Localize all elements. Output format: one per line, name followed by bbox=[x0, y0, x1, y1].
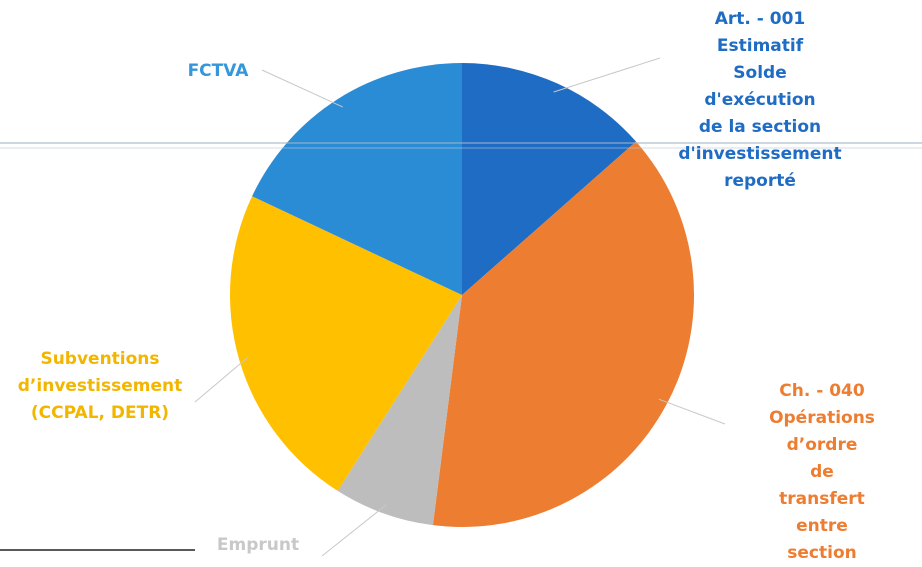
slice-label: Ch. - 040 Opérations d’ordre de transfer… bbox=[769, 381, 875, 563]
pie-slice bbox=[462, 63, 637, 295]
leader-line bbox=[553, 57, 661, 93]
slice-label: Art. - 001 Estimatif Solde d'exécution d… bbox=[678, 9, 842, 191]
slice-label: Emprunt bbox=[216, 535, 300, 555]
leader-line bbox=[321, 504, 387, 557]
pie-slice bbox=[337, 295, 462, 526]
pie-slice bbox=[252, 63, 462, 295]
pie-slice bbox=[230, 196, 462, 491]
leader-line bbox=[658, 398, 726, 425]
slice-label: Subventions d’investissement (CCPAL, DET… bbox=[17, 349, 183, 423]
leader-line bbox=[261, 69, 343, 108]
leader-line bbox=[194, 356, 249, 403]
slice-label: FCTVA bbox=[187, 61, 249, 81]
pie-slice bbox=[432, 141, 694, 527]
